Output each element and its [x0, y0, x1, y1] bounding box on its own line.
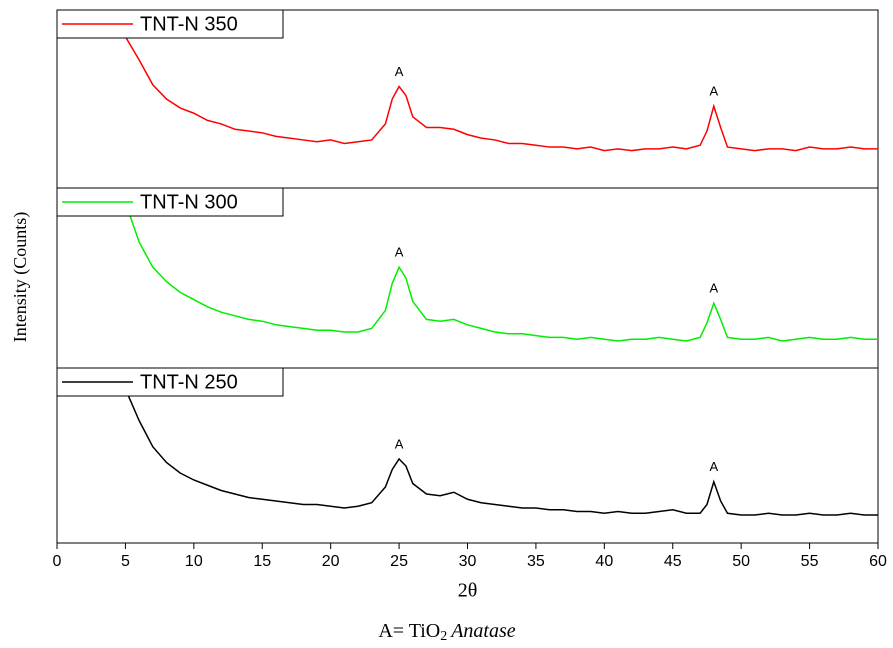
x-tick-label: 40	[595, 553, 613, 570]
x-tick-label: 50	[732, 553, 750, 570]
x-tick-label: 15	[253, 553, 271, 570]
x-tick-label: 35	[527, 553, 545, 570]
peak-annotation: A	[395, 436, 404, 451]
peak-annotation: A	[709, 84, 718, 99]
data-line	[124, 388, 878, 516]
legend-label: TNT-N 350	[140, 13, 238, 35]
peak-annotation: A	[709, 281, 718, 296]
y-axis-label: Intensity (Counts)	[10, 212, 31, 343]
x-axis-label: 2θ	[458, 580, 478, 602]
data-line	[124, 36, 878, 152]
x-tick-label: 45	[664, 553, 682, 570]
x-tick-label: 30	[459, 553, 477, 570]
caption: A= TiO2 Anatase	[378, 620, 515, 645]
peak-annotation: A	[395, 245, 404, 260]
x-tick-label: 5	[121, 553, 130, 570]
caption-subscript: 2	[440, 629, 447, 644]
x-tick-label: 10	[185, 553, 203, 570]
peak-annotation: A	[709, 459, 718, 474]
x-tick-label: 20	[322, 553, 340, 570]
peak-annotation: A	[395, 64, 404, 79]
legend-label: TNT-N 250	[140, 371, 238, 393]
x-tick-label: 0	[53, 553, 62, 570]
legend-label: TNT-N 300	[140, 191, 238, 213]
data-line	[124, 202, 878, 342]
caption-text: A= TiO	[378, 620, 440, 642]
x-tick-label: 25	[390, 553, 408, 570]
x-tick-label: 60	[869, 553, 887, 570]
x-tick-label: 55	[801, 553, 819, 570]
caption-emphasis: Anatase	[449, 620, 516, 642]
